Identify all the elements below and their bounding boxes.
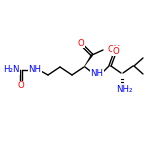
Text: OH: OH (108, 45, 121, 55)
Text: NH₂: NH₂ (116, 85, 132, 95)
Text: O: O (78, 38, 84, 47)
Text: O: O (18, 81, 24, 90)
Polygon shape (84, 54, 93, 67)
Text: O: O (113, 47, 119, 55)
Text: NH: NH (29, 66, 41, 74)
Text: NH: NH (90, 69, 104, 78)
Text: H₂N: H₂N (3, 66, 19, 74)
